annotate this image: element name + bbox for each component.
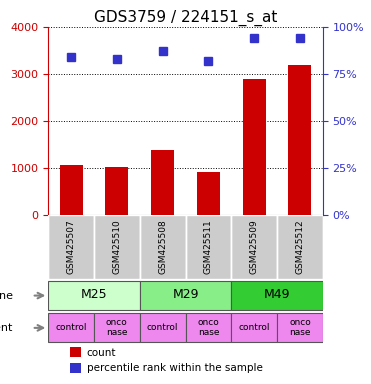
FancyBboxPatch shape (186, 313, 231, 343)
Text: GSM425507: GSM425507 (67, 220, 76, 275)
Text: agent: agent (0, 323, 13, 333)
Text: onco
nase: onco nase (289, 318, 311, 336)
Bar (70, 347, 81, 357)
Text: GSM425508: GSM425508 (158, 220, 167, 275)
Text: M29: M29 (172, 288, 199, 301)
Bar (243, 79, 266, 215)
Text: control: control (55, 323, 87, 332)
Bar (60, 165, 82, 215)
Bar (289, 65, 311, 215)
Text: GSM425512: GSM425512 (295, 220, 304, 275)
Text: count: count (87, 348, 116, 358)
FancyBboxPatch shape (48, 281, 140, 310)
FancyBboxPatch shape (140, 313, 186, 343)
FancyBboxPatch shape (231, 215, 277, 280)
Text: onco
nase: onco nase (197, 318, 219, 336)
Text: M49: M49 (264, 288, 290, 301)
Text: M25: M25 (81, 288, 107, 301)
FancyBboxPatch shape (231, 281, 323, 310)
Text: onco
nase: onco nase (106, 318, 128, 336)
Bar (70, 363, 81, 373)
FancyBboxPatch shape (140, 281, 231, 310)
FancyBboxPatch shape (231, 313, 277, 343)
FancyBboxPatch shape (48, 313, 94, 343)
FancyBboxPatch shape (277, 313, 323, 343)
Bar (151, 150, 174, 215)
FancyBboxPatch shape (140, 215, 186, 280)
Bar (197, 172, 220, 215)
FancyBboxPatch shape (94, 313, 140, 343)
Bar (105, 167, 128, 215)
FancyBboxPatch shape (186, 215, 231, 280)
Title: GDS3759 / 224151_s_at: GDS3759 / 224151_s_at (94, 9, 277, 25)
Text: control: control (239, 323, 270, 332)
Text: GSM425509: GSM425509 (250, 220, 259, 275)
Text: percentile rank within the sample: percentile rank within the sample (87, 363, 263, 373)
FancyBboxPatch shape (277, 215, 323, 280)
Text: control: control (147, 323, 178, 332)
FancyBboxPatch shape (48, 215, 94, 280)
Text: GSM425511: GSM425511 (204, 220, 213, 275)
Text: cell line: cell line (0, 291, 13, 301)
Text: GSM425510: GSM425510 (112, 220, 121, 275)
FancyBboxPatch shape (94, 215, 140, 280)
